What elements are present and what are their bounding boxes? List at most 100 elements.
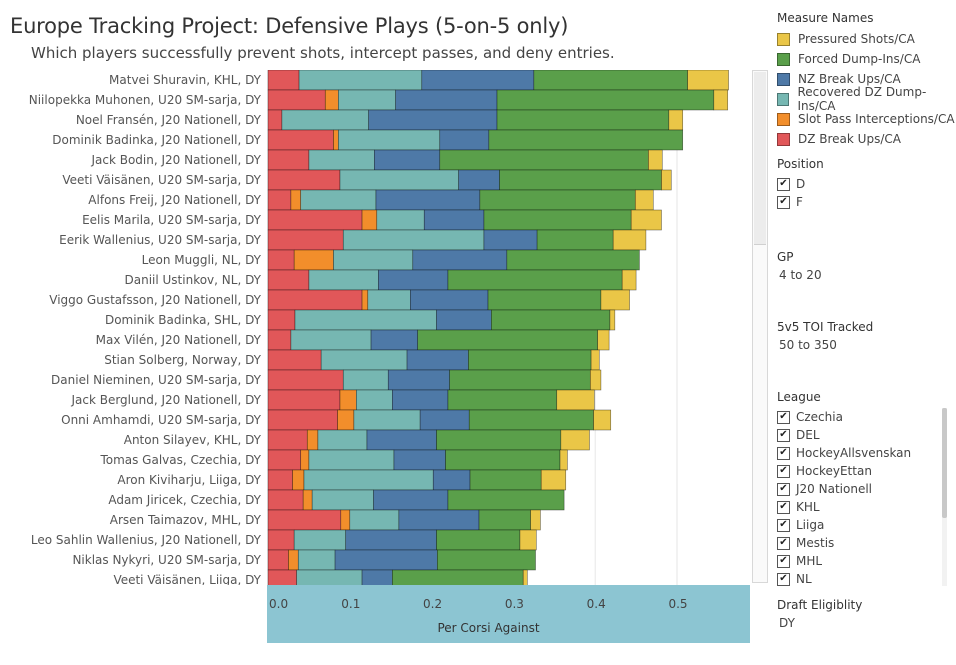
bar-segment[interactable] [267,369,344,391]
bar-segment[interactable] [478,509,531,531]
legend-item[interactable]: Forced Dump-Ins/CA [777,49,956,69]
bar-segment[interactable] [267,489,304,511]
bar-segment[interactable] [333,249,414,271]
bar-segment[interactable] [398,509,480,531]
bar-segment[interactable] [668,109,684,131]
bar-segment[interactable] [293,529,347,551]
bar-segment[interactable] [559,449,568,471]
bar-segment[interactable] [410,289,489,311]
bar-segment[interactable] [267,389,341,411]
bar-segment[interactable] [306,429,319,451]
bar-segment[interactable] [436,529,521,551]
chart-scrollbar-thumb[interactable] [754,72,766,245]
bar-segment[interactable] [342,369,389,391]
bar-segment[interactable] [338,129,441,151]
legend-item[interactable]: DZ Break Ups/CA [777,129,956,149]
bar-segment[interactable] [324,89,339,111]
bar-segment[interactable] [267,409,338,431]
bar-segment[interactable] [333,129,339,151]
bar-segment[interactable] [361,289,369,311]
bar-segment[interactable] [597,329,610,351]
bar-segment[interactable] [300,449,310,471]
bar-segment[interactable] [487,289,602,311]
draft-filter-value[interactable]: DY [779,616,795,630]
position-option[interactable]: ✔ D [777,175,824,193]
bar-segment[interactable] [302,489,313,511]
bar-segment[interactable] [334,549,438,571]
bar-segment[interactable] [338,89,396,111]
bar-segment[interactable] [496,109,670,131]
bar-segment[interactable] [630,209,662,231]
bar-segment[interactable] [340,509,351,531]
bar-segment[interactable] [317,429,368,451]
chart-scrollbar[interactable] [752,70,768,583]
bar-segment[interactable] [267,209,363,231]
bar-segment[interactable] [634,189,654,211]
league-option[interactable]: ✔ NL [777,570,949,586]
bar-segment[interactable] [483,209,632,231]
bar-segment[interactable] [308,269,379,291]
bar-segment[interactable] [589,369,602,391]
bar-segment[interactable] [267,249,295,271]
bar-segment[interactable] [468,409,594,431]
bar-segment[interactable] [468,349,592,371]
bar-segment[interactable] [267,269,310,291]
checkbox-checked-icon[interactable]: ✔ [777,195,790,209]
bar-segment[interactable] [447,489,565,511]
bar-segment[interactable] [308,149,375,171]
bar-segment[interactable] [519,529,537,551]
bar-segment[interactable] [506,249,640,271]
bar-segment[interactable] [293,249,334,271]
checkbox-checked-icon[interactable]: ✔ [777,572,790,586]
bar-segment[interactable] [421,70,535,91]
bar-segment[interactable] [432,469,471,491]
bar-segment[interactable] [311,489,374,511]
bar-segment[interactable] [609,309,616,331]
bar-segment[interactable] [267,309,296,331]
league-option[interactable]: ✔ MHL [777,552,949,570]
league-option[interactable]: ✔ Mestis [777,534,949,552]
league-option[interactable]: ✔ KHL [777,498,949,516]
checkbox-checked-icon[interactable]: ✔ [777,446,790,460]
bar-segment[interactable] [530,509,541,531]
bar-segment[interactable] [447,389,558,411]
bar-segment[interactable] [308,449,395,471]
bar-segment[interactable] [267,429,308,451]
checkbox-checked-icon[interactable]: ✔ [777,500,790,514]
bar-segment[interactable] [356,389,393,411]
bar-segment[interactable] [267,189,292,211]
bar-segment[interactable] [436,309,492,331]
bar-segment[interactable] [447,269,623,291]
league-scrollbar[interactable] [942,408,947,586]
checkbox-checked-icon[interactable]: ✔ [777,554,790,568]
bar-segment[interactable] [439,129,490,151]
league-option[interactable]: ✔ J20 Nationell [777,480,949,498]
checkbox-checked-icon[interactable]: ✔ [777,428,790,442]
bar-segment[interactable] [419,409,470,431]
legend-item[interactable]: Pressured Shots/CA [777,29,956,49]
bar-segment[interactable] [367,289,411,311]
bar-segment[interactable] [288,549,299,571]
bar-segment[interactable] [292,469,305,491]
bar-segment[interactable] [661,169,672,191]
bar-segment[interactable] [496,89,715,111]
bar-segment[interactable] [393,449,446,471]
bar-segment[interactable] [375,189,481,211]
bar-segment[interactable] [320,349,408,371]
legend-item[interactable]: Slot Pass Interceptions/CA [777,109,956,129]
bar-segment[interactable] [267,549,289,571]
bar-segment[interactable] [337,409,355,431]
bar-segment[interactable] [267,469,293,491]
league-scrollbar-thumb[interactable] [942,408,947,518]
bar-segment[interactable] [267,329,292,351]
bar-segment[interactable] [392,389,449,411]
bar-segment[interactable] [479,189,636,211]
league-option[interactable]: ✔ HockeyEttan [777,462,949,480]
bar-segment[interactable] [536,229,614,251]
bar-segment[interactable] [303,469,434,491]
bar-segment[interactable] [368,109,498,131]
bar-segment[interactable] [437,549,536,571]
bar-segment[interactable] [366,429,437,451]
position-option[interactable]: ✔ F [777,193,824,211]
bar-segment[interactable] [290,189,302,211]
